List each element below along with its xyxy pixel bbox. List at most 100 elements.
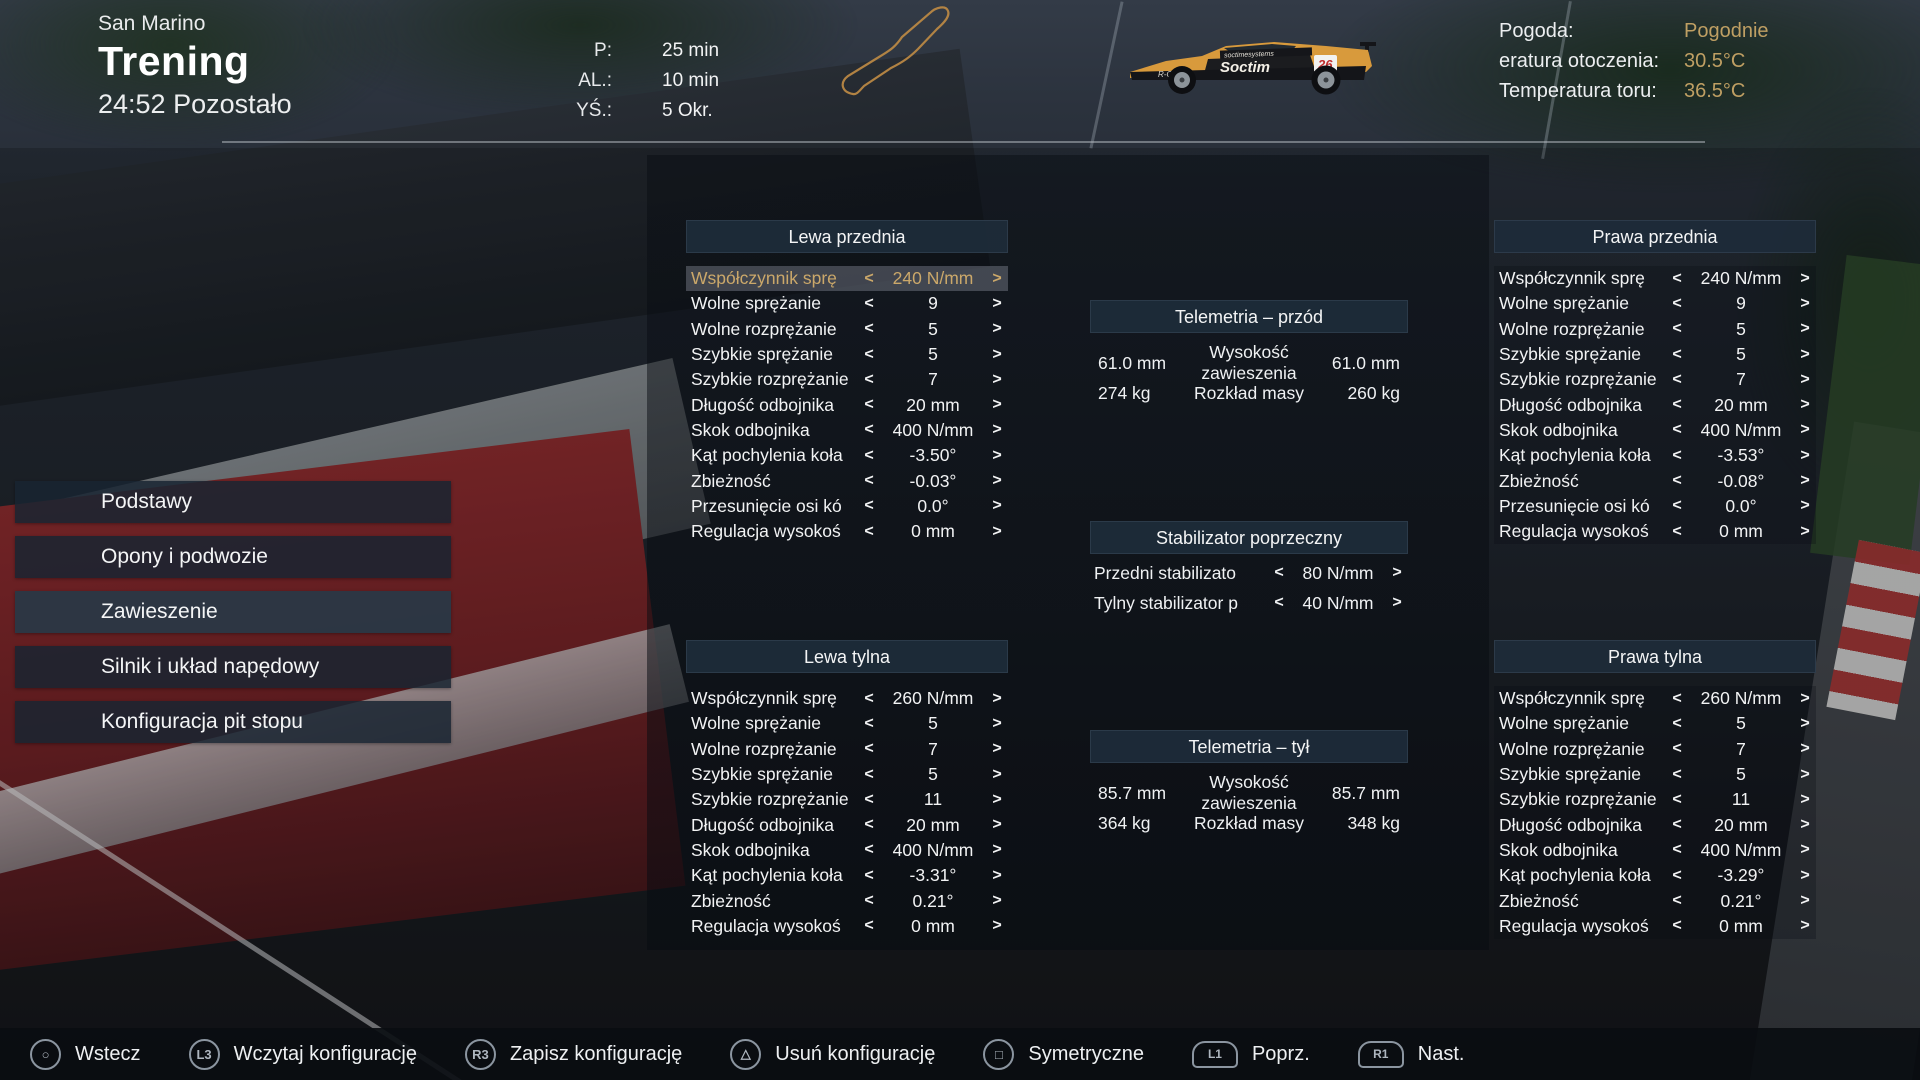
setup-row[interactable]: Przesunięcie osi kó < 0.0° >	[686, 494, 1008, 519]
setup-row[interactable]: Skok odbojnika < 400 N/mm >	[686, 838, 1008, 863]
decrease-arrow-icon[interactable]: <	[864, 522, 874, 540]
setup-row[interactable]: Szybkie sprężanie < 5 >	[686, 762, 1008, 787]
decrease-arrow-icon[interactable]: <	[864, 816, 874, 834]
decrease-arrow-icon[interactable]: <	[1672, 917, 1682, 935]
decrease-arrow-icon[interactable]: <	[1672, 294, 1682, 312]
setup-row[interactable]: Szybkie rozprężanie < 7 >	[686, 367, 1008, 392]
decrease-arrow-icon[interactable]: <	[864, 765, 874, 783]
decrease-arrow-icon[interactable]: <	[1672, 497, 1682, 515]
setup-row[interactable]: Wolne sprężanie < 9 >	[1494, 291, 1816, 317]
increase-arrow-icon[interactable]: >	[1800, 790, 1810, 808]
increase-arrow-icon[interactable]: >	[992, 320, 1002, 338]
decrease-arrow-icon[interactable]: <	[864, 866, 874, 884]
footer-action[interactable]: L1 Poprz.	[1191, 1040, 1310, 1068]
increase-arrow-icon[interactable]: >	[992, 421, 1002, 439]
setup-row[interactable]: Długość odbojnika < 20 mm >	[686, 812, 1008, 837]
setup-row[interactable]: Regulacja wysokoś < 0 mm >	[686, 914, 1008, 939]
decrease-arrow-icon[interactable]: <	[1672, 472, 1682, 490]
decrease-arrow-icon[interactable]: <	[1274, 594, 1284, 611]
decrease-arrow-icon[interactable]: <	[864, 294, 874, 312]
decrease-arrow-icon[interactable]: <	[864, 740, 874, 758]
sidebar-item[interactable]: Konfiguracja pit stopu	[15, 701, 451, 743]
increase-arrow-icon[interactable]: >	[992, 765, 1002, 783]
increase-arrow-icon[interactable]: >	[1800, 917, 1810, 935]
decrease-arrow-icon[interactable]: <	[864, 421, 874, 439]
setup-row[interactable]: Skok odbojnika < 400 N/mm >	[1494, 837, 1816, 864]
increase-arrow-icon[interactable]: >	[992, 714, 1002, 732]
decrease-arrow-icon[interactable]: <	[1672, 269, 1682, 287]
increase-arrow-icon[interactable]: >	[992, 370, 1002, 388]
setup-row[interactable]: Kąt pochylenia koła < -3.53° >	[1494, 443, 1816, 469]
increase-arrow-icon[interactable]: >	[992, 689, 1002, 707]
decrease-arrow-icon[interactable]: <	[1672, 765, 1682, 783]
setup-row[interactable]: Wolne rozprężanie < 5 >	[1494, 316, 1816, 342]
increase-arrow-icon[interactable]: >	[1800, 816, 1810, 834]
increase-arrow-icon[interactable]: >	[1800, 294, 1810, 312]
increase-arrow-icon[interactable]: >	[1800, 765, 1810, 783]
setup-row[interactable]: Kąt pochylenia koła < -3.29° >	[1494, 863, 1816, 889]
sidebar-item[interactable]: Opony i podwozie	[15, 536, 451, 578]
increase-arrow-icon[interactable]: >	[992, 472, 1002, 490]
setup-row[interactable]: Wolne rozprężanie < 7 >	[686, 737, 1008, 762]
increase-arrow-icon[interactable]: >	[1800, 892, 1810, 910]
decrease-arrow-icon[interactable]: <	[1672, 320, 1682, 338]
increase-arrow-icon[interactable]: >	[992, 841, 1002, 859]
increase-arrow-icon[interactable]: >	[992, 892, 1002, 910]
sidebar-item[interactable]: Zawieszenie	[15, 591, 451, 633]
increase-arrow-icon[interactable]: >	[1800, 497, 1810, 515]
decrease-arrow-icon[interactable]: <	[864, 320, 874, 338]
decrease-arrow-icon[interactable]: <	[1672, 866, 1682, 884]
setup-row[interactable]: Regulacja wysokoś < 0 mm >	[1494, 913, 1816, 939]
decrease-arrow-icon[interactable]: <	[1672, 816, 1682, 834]
decrease-arrow-icon[interactable]: <	[1672, 396, 1682, 414]
decrease-arrow-icon[interactable]: <	[864, 497, 874, 515]
decrease-arrow-icon[interactable]: <	[1672, 689, 1682, 707]
setup-row[interactable]: Współczynnik sprę < 240 N/mm >	[1494, 266, 1816, 292]
decrease-arrow-icon[interactable]: <	[1672, 370, 1682, 388]
footer-action[interactable]: L3 Wczytaj konfigurację	[188, 1038, 417, 1070]
increase-arrow-icon[interactable]: >	[1800, 446, 1810, 464]
setup-row[interactable]: Szybkie rozprężanie < 11 >	[1494, 787, 1816, 813]
decrease-arrow-icon[interactable]: <	[1274, 564, 1284, 581]
decrease-arrow-icon[interactable]: <	[1672, 345, 1682, 363]
decrease-arrow-icon[interactable]: <	[864, 841, 874, 859]
setup-row[interactable]: Kąt pochylenia koła < -3.31° >	[686, 863, 1008, 888]
decrease-arrow-icon[interactable]: <	[1672, 790, 1682, 808]
decrease-arrow-icon[interactable]: <	[1672, 714, 1682, 732]
decrease-arrow-icon[interactable]: <	[864, 689, 874, 707]
increase-arrow-icon[interactable]: >	[1800, 866, 1810, 884]
setup-row[interactable]: Skok odbojnika < 400 N/mm >	[1494, 417, 1816, 444]
increase-arrow-icon[interactable]: >	[992, 345, 1002, 363]
setup-row[interactable]: Wolne sprężanie < 9 >	[686, 291, 1008, 316]
increase-arrow-icon[interactable]: >	[1800, 522, 1810, 540]
setup-row[interactable]: Przedni stabilizato < 80 N/mm >	[1090, 558, 1408, 588]
decrease-arrow-icon[interactable]: <	[864, 917, 874, 935]
decrease-arrow-icon[interactable]: <	[864, 345, 874, 363]
setup-row[interactable]: Długość odbojnika < 20 mm >	[1494, 392, 1816, 418]
increase-arrow-icon[interactable]: >	[1800, 841, 1810, 859]
increase-arrow-icon[interactable]: >	[992, 917, 1002, 935]
setup-row[interactable]: Szybkie sprężanie < 5 >	[686, 342, 1008, 367]
increase-arrow-icon[interactable]: >	[992, 497, 1002, 515]
increase-arrow-icon[interactable]: >	[992, 740, 1002, 758]
increase-arrow-icon[interactable]: >	[1800, 472, 1810, 490]
setup-row[interactable]: Wolne rozprężanie < 7 >	[1494, 736, 1816, 762]
setup-row[interactable]: Długość odbojnika < 20 mm >	[686, 392, 1008, 417]
sidebar-item[interactable]: Podstawy	[15, 481, 451, 523]
decrease-arrow-icon[interactable]: <	[1672, 841, 1682, 859]
increase-arrow-icon[interactable]: >	[1800, 714, 1810, 732]
footer-action[interactable]: R3 Zapisz konfigurację	[464, 1038, 682, 1070]
footer-action[interactable]: □ Symetryczne	[983, 1038, 1144, 1070]
increase-arrow-icon[interactable]: >	[1800, 689, 1810, 707]
setup-row[interactable]: Szybkie sprężanie < 5 >	[1494, 761, 1816, 788]
increase-arrow-icon[interactable]: >	[992, 294, 1002, 312]
increase-arrow-icon[interactable]: >	[1392, 594, 1402, 611]
decrease-arrow-icon[interactable]: <	[1672, 421, 1682, 439]
footer-action[interactable]: R1 Nast.	[1357, 1040, 1464, 1068]
increase-arrow-icon[interactable]: >	[992, 396, 1002, 414]
increase-arrow-icon[interactable]: >	[992, 522, 1002, 540]
increase-arrow-icon[interactable]: >	[992, 446, 1002, 464]
setup-row[interactable]: Współczynnik sprę < 240 N/mm >	[686, 266, 1008, 292]
increase-arrow-icon[interactable]: >	[992, 269, 1002, 287]
setup-row[interactable]: Szybkie sprężanie < 5 >	[1494, 341, 1816, 368]
